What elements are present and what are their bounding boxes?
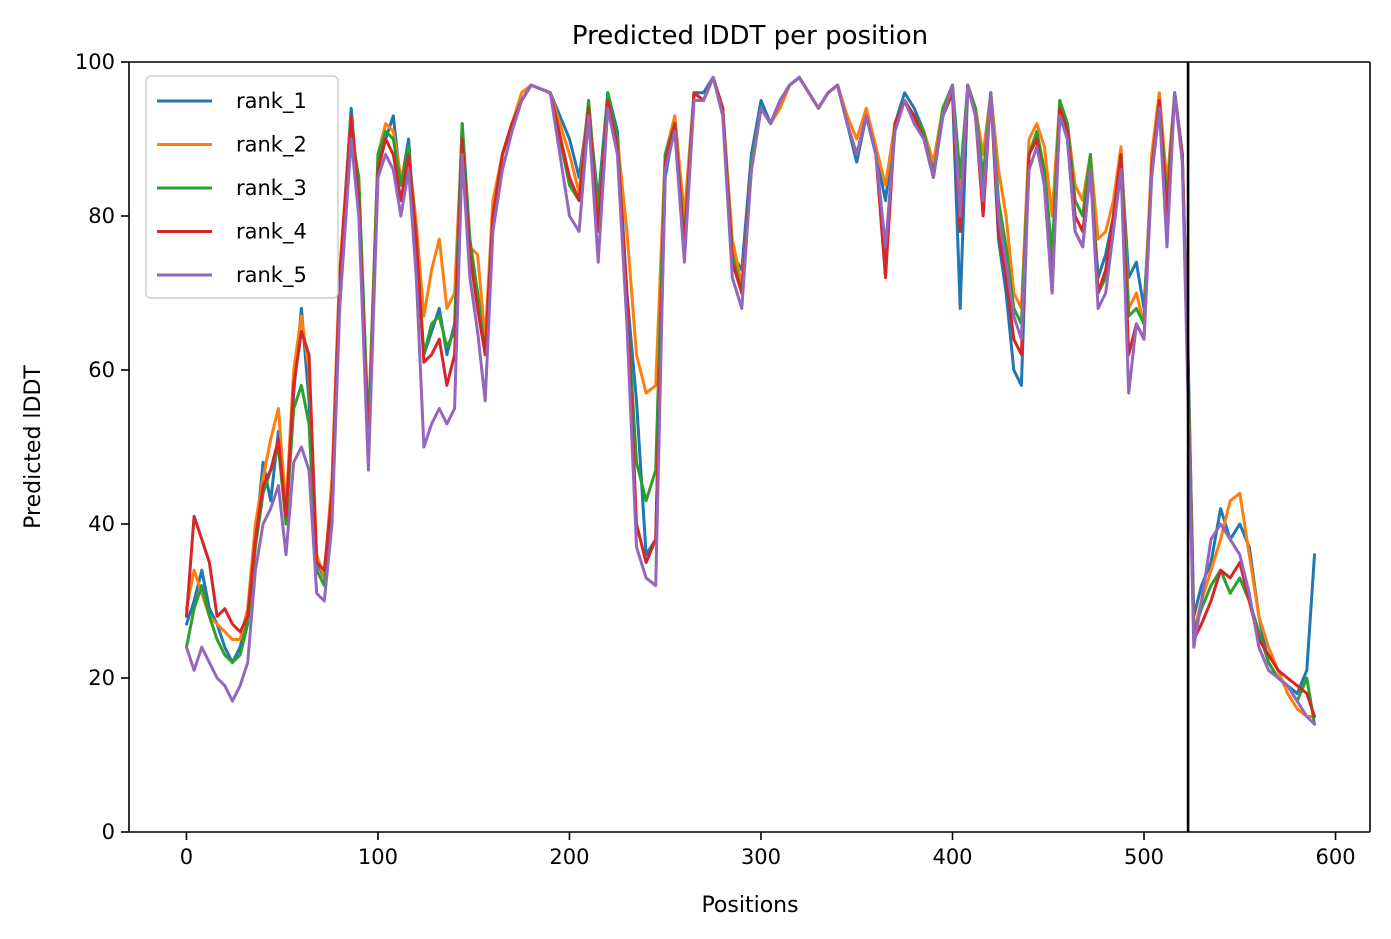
x-tick-label: 400 <box>932 845 972 869</box>
legend-items: rank_1 rank_2 rank_3 rank_4 rank_5 <box>157 89 307 288</box>
x-tick-label: 500 <box>1124 845 1164 869</box>
legend-box <box>145 75 339 299</box>
series-line-rank-5 <box>185 75 1316 726</box>
x-tick-label: 600 <box>1315 845 1355 869</box>
legend-label-rank-1: rank_1 <box>236 89 307 114</box>
x-tick-label: 300 <box>741 845 781 869</box>
axes-frame <box>128 61 1371 833</box>
legend-label-rank-5: rank_5 <box>236 263 307 288</box>
legend-label-rank-2: rank_2 <box>236 133 307 158</box>
x-axis-label: Positions <box>701 893 798 918</box>
y-tick-label: 60 <box>88 358 115 382</box>
y-tick-label: 0 <box>102 820 115 844</box>
x-tick-label: 200 <box>549 845 589 869</box>
y-tick-label: 80 <box>88 204 115 228</box>
series-layer <box>185 75 1316 726</box>
y-tick-label: 20 <box>88 666 115 690</box>
legend-label-rank-4: rank_4 <box>236 220 307 245</box>
y-tick-label: 40 <box>88 512 115 536</box>
legend-label-rank-3: rank_3 <box>236 176 307 201</box>
chart-title: Predicted lDDT per position <box>572 21 928 51</box>
y-axis-label: Predicted lDDT <box>21 365 46 529</box>
legend: rank_1 rank_2 rank_3 rank_4 rank_5 <box>145 75 339 299</box>
y-axis-ticks: 0 20 40 60 80 100 <box>75 50 129 844</box>
x-tick-label: 0 <box>180 845 193 869</box>
y-tick-label: 100 <box>75 50 115 74</box>
x-tick-label: 100 <box>358 845 398 869</box>
x-axis-ticks: 0 100 200 300 400 500 600 <box>180 832 1356 869</box>
